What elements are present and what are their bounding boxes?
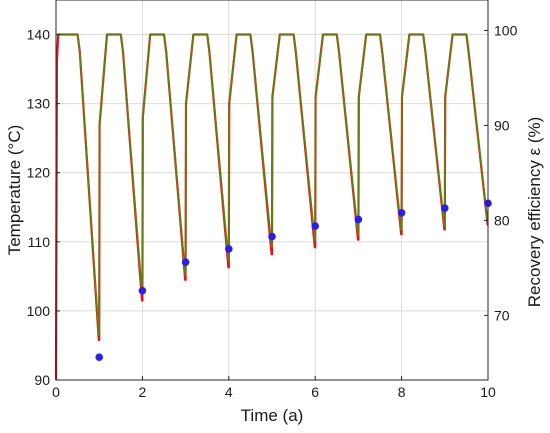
- efficiency-point: [225, 245, 233, 253]
- y-left-tick-label: 130: [27, 96, 51, 112]
- efficiency-point: [181, 258, 190, 267]
- y-right-tick-label: 80: [494, 212, 510, 228]
- x-tick-label: 4: [225, 384, 233, 400]
- plot-area: [54, 33, 492, 381]
- y-axis-right-label: Recovery efficiency ε (%): [525, 117, 544, 308]
- plot-frame: [55, 0, 489, 381]
- y-axis-right: 70 80 90 100: [484, 22, 518, 323]
- y-left-tick-label: 110: [28, 234, 51, 250]
- y-left-tick-label: 120: [27, 165, 51, 181]
- y-right-tick-label: 90: [494, 117, 510, 133]
- y-left-tick-label: 90: [34, 372, 50, 388]
- y-axis-left: 90 100 110 120 130 140: [27, 27, 60, 388]
- x-tick-label: 2: [139, 384, 147, 400]
- temperature-line-2: [58, 33, 489, 336]
- efficiency-point: [441, 204, 449, 212]
- y-right-tick-label: 100: [494, 22, 518, 38]
- x-tick-label: 10: [480, 384, 496, 400]
- x-tick-label: 6: [311, 384, 319, 400]
- x-axis-label: Time (a): [241, 406, 304, 425]
- efficiency-point: [95, 353, 103, 362]
- efficiency-point: [354, 215, 363, 224]
- efficiency-point: [397, 209, 406, 217]
- efficiency-point: [138, 286, 147, 295]
- y-left-tick-label: 100: [27, 303, 51, 319]
- y-axis-left-label: Temperature (°C): [5, 125, 24, 256]
- x-axis: 0 2 4 6 8 10: [52, 376, 496, 400]
- y-left-tick-label: 140: [27, 27, 51, 43]
- x-tick-label: 0: [52, 384, 60, 400]
- efficiency-point: [311, 222, 320, 230]
- x-tick-label: 8: [398, 384, 406, 400]
- y-right-tick-label: 70: [494, 307, 510, 323]
- efficiency-point: [268, 232, 276, 241]
